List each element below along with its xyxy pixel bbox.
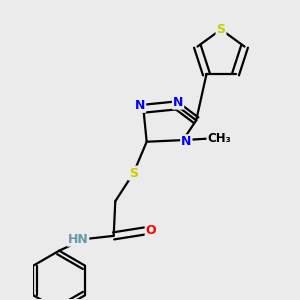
Text: N: N: [181, 135, 191, 148]
Text: S: S: [129, 167, 138, 180]
Text: CH₃: CH₃: [208, 132, 231, 145]
Text: S: S: [217, 23, 226, 36]
Text: O: O: [146, 224, 156, 237]
Text: HN: HN: [68, 233, 88, 246]
Text: N: N: [135, 99, 145, 112]
Text: N: N: [173, 96, 183, 109]
